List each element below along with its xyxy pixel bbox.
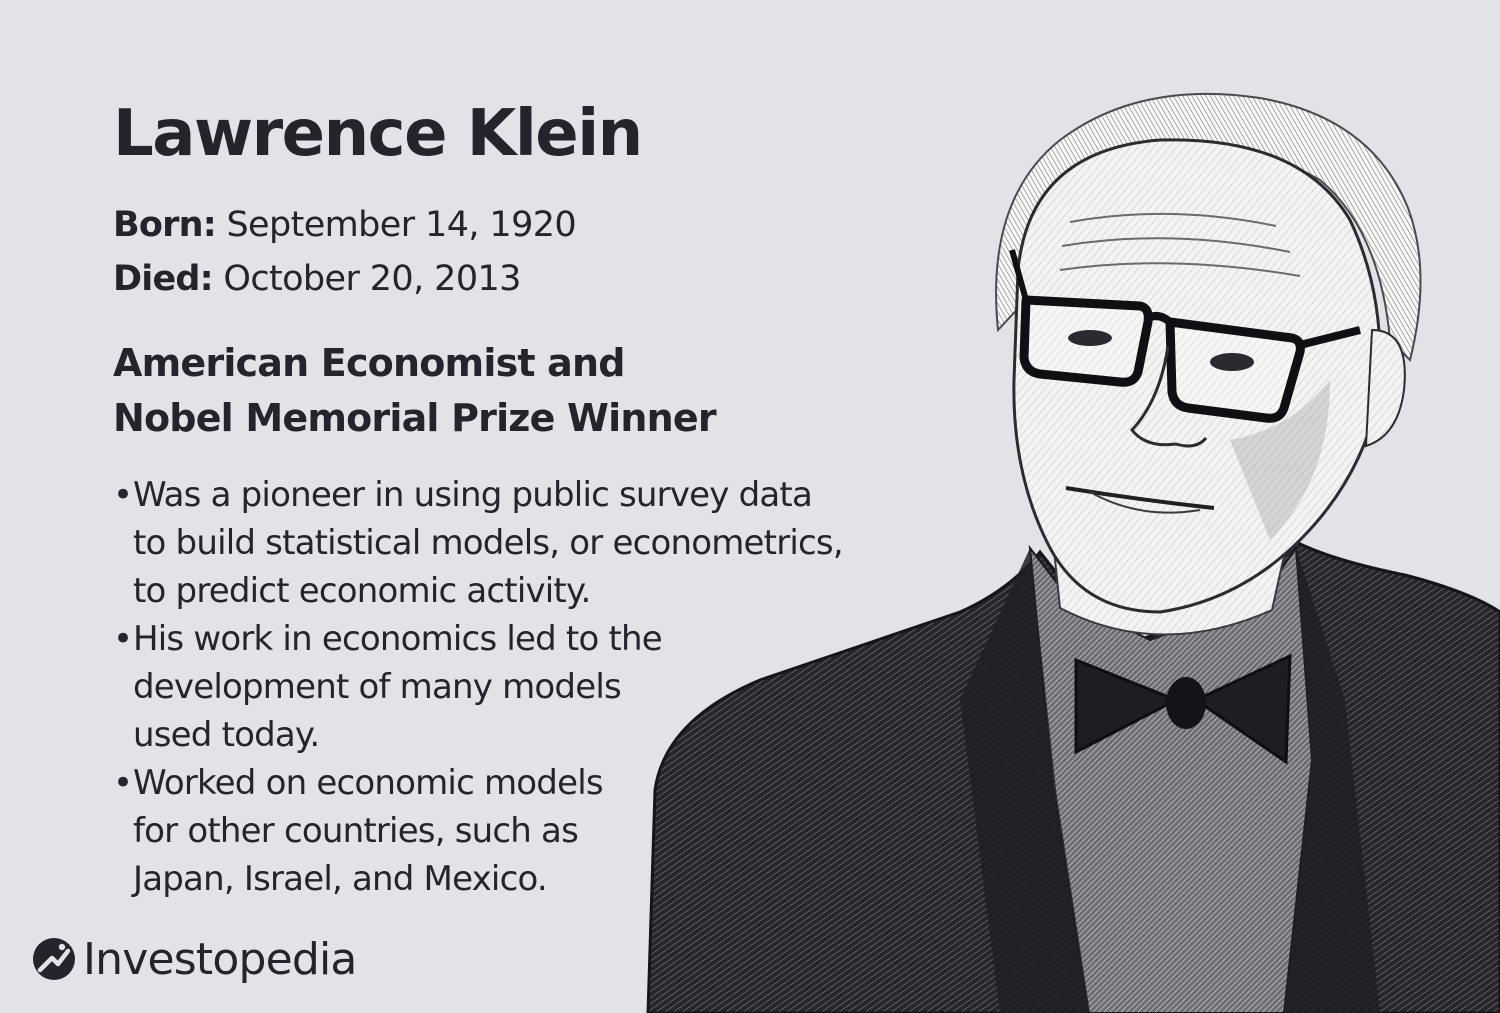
fact-item: • His work in economics led to the devel… [113,615,903,759]
investopedia-logo-icon [33,938,75,980]
died-value: October 20, 2013 [223,259,521,299]
fact-line: used today. [133,715,320,755]
fact-line: Worked on economic models [133,763,604,803]
born-label: Born: [113,205,217,245]
fact-line: His work in economics led to the [133,619,663,659]
bullet-icon: • [113,475,133,515]
person-name: Lawrence Klein [113,97,643,171]
headline-line: Nobel Memorial Prize Winner [113,396,717,440]
brand-name: Investopedia [83,933,357,985]
born-row: Born: September 14, 1920 [113,198,577,252]
bullet-icon: • [113,763,133,803]
fact-line: Was a pioneer in using public survey dat… [133,475,813,515]
brand-logo: Investopedia [32,929,357,989]
headline: American Economist and Nobel Memorial Pr… [113,336,833,446]
fact-line: development of many models [133,667,622,707]
facts-list: • Was a pioneer in using public survey d… [113,471,903,903]
fact-line: Japan, Israel, and Mexico. [133,859,548,899]
born-value: September 14, 1920 [226,205,577,245]
bullet-icon: • [113,619,133,659]
fact-item: • Was a pioneer in using public survey d… [113,471,903,615]
fact-line: to build statistical models, or economet… [133,523,844,563]
died-row: Died: October 20, 2013 [113,252,576,306]
fact-line: for other countries, such as [133,811,579,851]
headline-line: American Economist and [113,341,625,385]
died-label: Died: [113,259,214,299]
fact-item: • Worked on economic models for other co… [113,759,903,903]
life-dates: Born: September 14, 1920 Died: October 2… [113,198,577,306]
fact-line: to predict economic activity. [133,571,591,611]
